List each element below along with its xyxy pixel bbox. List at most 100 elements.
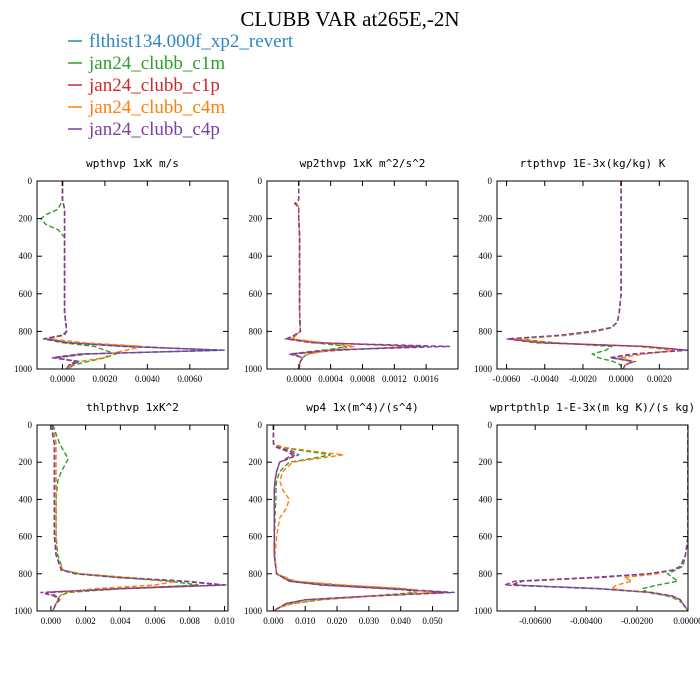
- x-tick-label: 0.0000: [50, 374, 75, 384]
- series-line: [514, 425, 688, 611]
- x-tick-label: 0.010: [295, 616, 316, 626]
- panel-title: rtpthvp 1E-3x(kg/kg) K: [520, 157, 666, 170]
- series-line: [506, 181, 688, 369]
- x-tick-label: 0.0004: [318, 374, 343, 384]
- y-tick-label: 400: [249, 494, 263, 504]
- legend-entry: jan24_clubb_c1p: [68, 75, 220, 96]
- panel-title: wp4 1x(m^4)/(s^4): [306, 401, 419, 414]
- x-tick-label: 0.00000: [673, 616, 700, 626]
- y-tick-label: 0: [28, 420, 33, 430]
- y-tick-label: 800: [479, 569, 493, 579]
- x-tick-label: 0.000: [263, 616, 284, 626]
- x-tick-label: 0.0012: [382, 374, 407, 384]
- plot-frame: [36, 424, 229, 612]
- panel-title: thlpthvp 1xK^2: [86, 401, 179, 414]
- y-tick-label: 600: [19, 532, 33, 542]
- legend-label: jan24_clubb_c4p: [88, 119, 220, 140]
- chart-panel: wpthvp 1xK m/s 0 200 400 600 800 1000 0.0000 0.0…: [14, 157, 229, 384]
- y-tick-label: 800: [249, 569, 263, 579]
- legend-label: jan24_clubb_c1p: [88, 75, 220, 96]
- panel-title: wpthvp 1xK m/s: [86, 157, 179, 170]
- x-tick-label: 0.010: [214, 616, 235, 626]
- y-tick-label: 200: [19, 457, 33, 467]
- series-line: [272, 425, 455, 611]
- y-tick-label: 0: [28, 176, 33, 186]
- y-tick-label: 1000: [14, 364, 33, 374]
- legend-label: flthist134.000f_xp2_revert: [89, 31, 294, 52]
- series-line: [45, 425, 225, 611]
- y-tick-label: 0: [488, 176, 493, 186]
- x-tick-label: -0.00600: [519, 616, 552, 626]
- x-tick-label: 0.006: [145, 616, 166, 626]
- x-tick-label: -0.00200: [621, 616, 654, 626]
- series-line: [47, 181, 216, 369]
- legend-entry: jan24_clubb_c4p: [68, 119, 220, 140]
- legend: flthist134.000f_xp2_revertjan24_clubb_c1…: [68, 31, 294, 140]
- series-group: [283, 181, 451, 369]
- series-line: [43, 181, 226, 369]
- series-line: [49, 181, 144, 369]
- series-line: [272, 425, 433, 611]
- chart-panel: wp2thvp 1xK m^2/s^2 0 200 400 600 800 1000 0.00…: [244, 157, 459, 384]
- series-line: [51, 425, 177, 611]
- legend-entry: jan24_clubb_c4m: [68, 97, 225, 118]
- chart-panel: wprtpthlp 1-E-3x(m kg K)/(s kg) 0 200 400 60…: [474, 401, 700, 626]
- series-line: [285, 181, 419, 369]
- x-tick-label: 0.050: [422, 616, 443, 626]
- x-tick-label: 0.008: [180, 616, 201, 626]
- series-group: [272, 425, 455, 611]
- y-tick-label: 200: [479, 214, 493, 224]
- y-tick-label: 600: [479, 289, 493, 299]
- series-line: [272, 425, 446, 611]
- x-tick-label: 0.0020: [93, 374, 118, 384]
- x-tick-label: 0.0000: [609, 374, 634, 384]
- y-tick-label: 1000: [244, 364, 263, 374]
- series-line: [609, 425, 688, 611]
- y-tick-label: 600: [479, 532, 493, 542]
- series-line: [40, 425, 227, 611]
- series-line: [511, 425, 688, 611]
- figure-title: CLUBB VAR at265E,-2N: [240, 7, 459, 31]
- series-line: [514, 181, 675, 369]
- series-line: [283, 181, 451, 369]
- y-tick-label: 400: [19, 251, 33, 261]
- x-tick-label: 0.0000: [286, 374, 311, 384]
- legend-entry: jan24_clubb_c1m: [68, 53, 225, 74]
- series-line: [504, 425, 688, 611]
- x-tick-label: 0.040: [391, 616, 412, 626]
- y-tick-label: 1000: [244, 606, 263, 616]
- series-group: [504, 425, 688, 611]
- x-tick-label: -0.00400: [570, 616, 603, 626]
- y-tick-label: 200: [19, 214, 33, 224]
- y-tick-label: 600: [19, 289, 33, 299]
- y-tick-label: 200: [479, 457, 493, 467]
- y-tick-label: 1000: [14, 606, 33, 616]
- y-tick-label: 800: [249, 326, 263, 336]
- series-line: [272, 425, 449, 611]
- plot-frame: [36, 180, 229, 370]
- plot-frame: [496, 424, 689, 612]
- y-tick-label: 400: [19, 494, 33, 504]
- x-tick-label: 0.0040: [135, 374, 160, 384]
- x-tick-label: 0.004: [110, 616, 131, 626]
- y-tick-label: 1000: [474, 606, 493, 616]
- x-tick-label: 0.0060: [177, 374, 202, 384]
- y-tick-label: 400: [249, 251, 263, 261]
- x-tick-label: 0.0008: [350, 374, 375, 384]
- y-tick-label: 200: [249, 457, 263, 467]
- y-tick-label: 400: [479, 494, 493, 504]
- y-tick-label: 800: [19, 569, 33, 579]
- legend-entry: flthist134.000f_xp2_revert: [68, 31, 294, 52]
- series-group: [40, 181, 226, 369]
- x-tick-label: 0.002: [75, 616, 95, 626]
- x-tick-label: -0.0040: [531, 374, 559, 384]
- y-tick-label: 800: [479, 326, 493, 336]
- panel-title: wprtpthlp 1-E-3x(m kg K)/(s kg): [490, 401, 695, 414]
- x-tick-label: -0.0060: [493, 374, 521, 384]
- y-tick-label: 0: [258, 420, 263, 430]
- panel-title: wp2thvp 1xK m^2/s^2: [300, 157, 426, 170]
- y-tick-label: 400: [479, 251, 493, 261]
